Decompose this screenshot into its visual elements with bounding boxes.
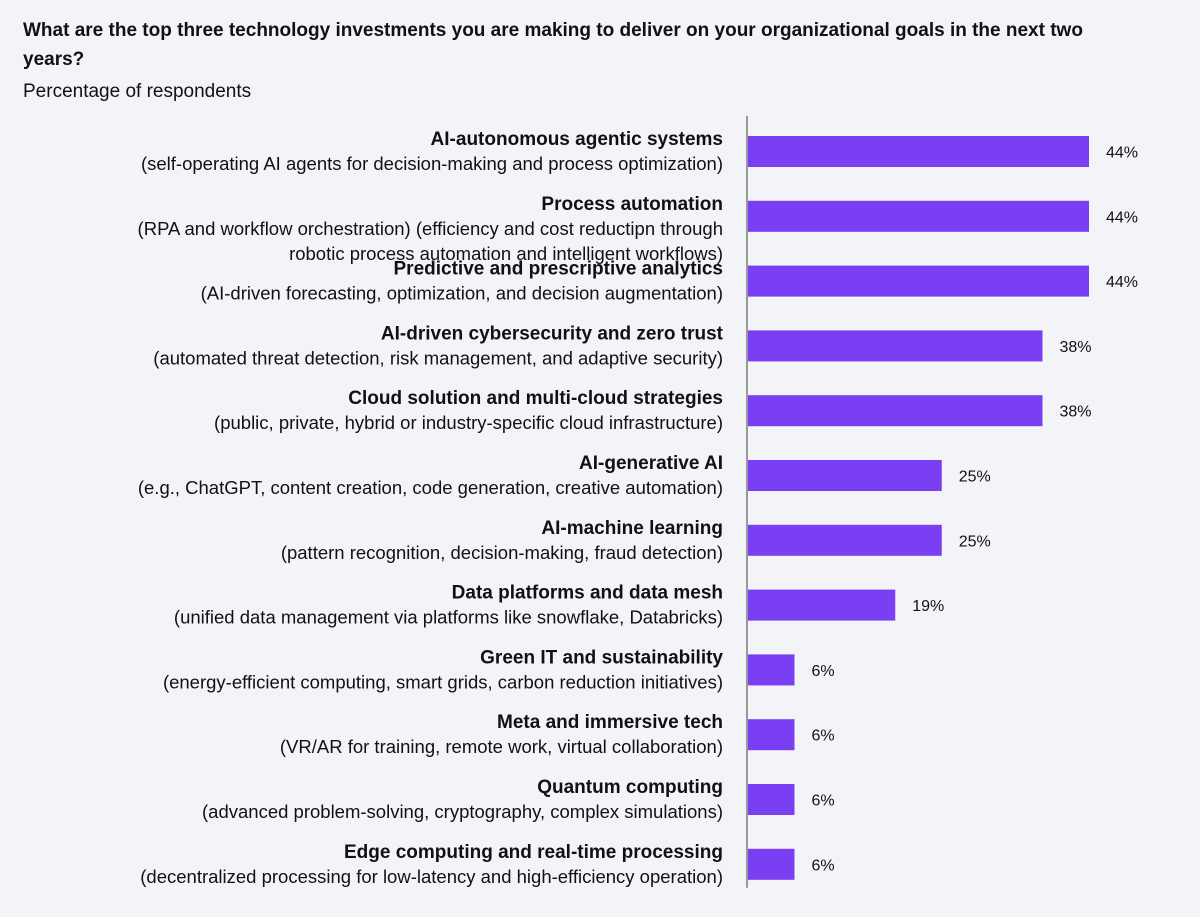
- category-description: (pattern recognition, decision-making, f…: [281, 542, 723, 563]
- category-description: (decentralized processing for low-latenc…: [140, 866, 723, 887]
- bar: [748, 848, 795, 880]
- bar: [748, 654, 795, 686]
- chart-title: What are the top three technology invest…: [23, 20, 1083, 70]
- category-description: (RPA and workflow orchestration) (effici…: [138, 218, 723, 239]
- data-label: 38%: [1060, 404, 1092, 421]
- category-description: (energy-efficient computing, smart grids…: [163, 671, 723, 692]
- category-label: Predictive and prescriptive analytics: [394, 259, 724, 280]
- data-label: 6%: [812, 793, 835, 810]
- category-description: (automated threat detection, risk manage…: [153, 347, 723, 368]
- bar: [748, 589, 896, 621]
- category-label: AI-generative AI: [579, 453, 723, 474]
- category-label: Process automation: [541, 194, 723, 215]
- data-label: 25%: [959, 533, 991, 550]
- bar: [748, 136, 1089, 167]
- category-description: (self-operating AI agents for decision-m…: [141, 153, 723, 174]
- category-description: (advanced problem-solving, cryptography,…: [202, 801, 723, 822]
- bar: [748, 460, 942, 491]
- category-label: Meta and immersive tech: [497, 712, 723, 733]
- bar: [748, 524, 942, 556]
- data-label: 6%: [812, 857, 835, 874]
- data-label: 44%: [1106, 274, 1138, 291]
- data-label: 19%: [912, 598, 944, 615]
- category-label: Green IT and sustainability: [480, 647, 723, 668]
- category-description: (unified data management via platforms l…: [174, 607, 723, 628]
- data-label: 44%: [1106, 145, 1138, 162]
- category-description: (VR/AR for training, remote work, virtua…: [280, 736, 723, 757]
- category-label: Data platforms and data mesh: [452, 583, 723, 604]
- category-description: robotic process automation and intellige…: [289, 243, 723, 264]
- bar: [748, 265, 1089, 297]
- category-label: AI-autonomous agentic systems: [431, 129, 723, 150]
- data-label: 38%: [1060, 339, 1092, 356]
- chart-subtitle: Percentage of respondents: [23, 81, 252, 102]
- data-label: 6%: [812, 728, 835, 745]
- category-description: (AI-driven forecasting, optimization, an…: [201, 283, 723, 304]
- category-label: Cloud solution and multi-cloud strategie…: [348, 388, 723, 409]
- bar: [748, 330, 1043, 362]
- category-label: Edge computing and real-time processing: [344, 842, 723, 863]
- category-description: (public, private, hybrid or industry-spe…: [214, 412, 723, 433]
- category-description: (e.g., ChatGPT, content creation, code g…: [138, 477, 723, 498]
- category-label: Quantum computing: [537, 777, 723, 798]
- data-label: 6%: [812, 663, 835, 680]
- data-label: 25%: [959, 469, 991, 486]
- category-label: AI-driven cybersecurity and zero trust: [381, 323, 724, 344]
- bar: [748, 719, 795, 751]
- bar: [748, 395, 1043, 427]
- bar: [748, 784, 795, 815]
- category-label: AI-machine learning: [541, 518, 723, 539]
- bar: [748, 200, 1089, 232]
- data-label: 44%: [1106, 209, 1138, 226]
